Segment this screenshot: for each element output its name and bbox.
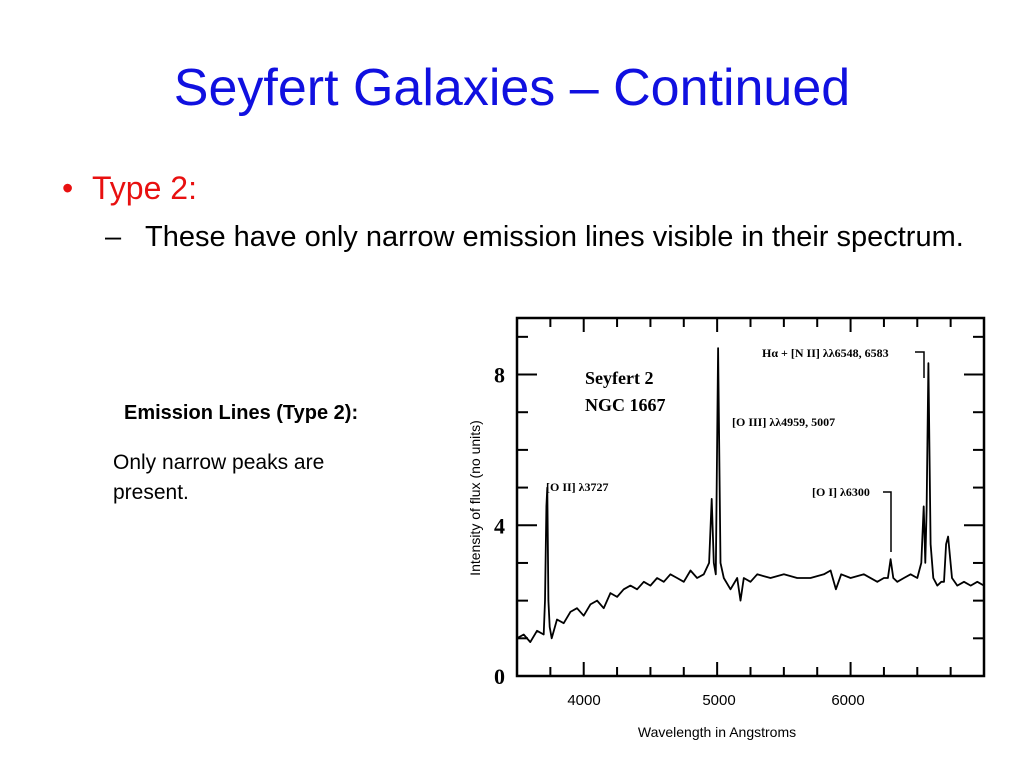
bullet-text: Type 2: xyxy=(92,170,197,206)
sub-bullet: – These have only narrow emission lines … xyxy=(105,220,965,255)
bullet-type-2: • Type 2: xyxy=(62,170,197,207)
annotation-halpha: Hα + [N II] λλ6548, 6583 xyxy=(762,346,889,360)
annotation-oi-leader xyxy=(883,491,892,552)
annotation-oii: [O II] λ3727 xyxy=(546,480,609,494)
spectrum-line xyxy=(516,347,985,643)
y-axis-label: Intensity of flux (no units) xyxy=(467,420,483,576)
y-tick-label: 4 xyxy=(494,513,505,538)
annotation-oiii: [O III] λλ4959, 5007 xyxy=(732,415,835,429)
bullet-marker: • xyxy=(62,170,74,206)
emission-lines-description: Only narrow peaks are present. xyxy=(113,451,325,504)
y-tick-label: 0 xyxy=(494,664,505,689)
x-tick-label: 5000 xyxy=(702,692,736,709)
y-tick-label: 8 xyxy=(494,363,505,388)
figure-object-label: Seyfert 2 xyxy=(585,368,653,388)
x-axis-label: Wavelength in Angstroms xyxy=(637,724,797,740)
x-tick-label: 6000 xyxy=(831,692,865,709)
annotation-oi: [O I] λ6300 xyxy=(812,485,870,499)
sub-bullet-marker: – xyxy=(105,221,122,253)
emission-lines-title: Emission Lines (Type 2): xyxy=(124,402,359,424)
x-tick-label: 4000 xyxy=(567,692,601,709)
slide-title: Seyfert Galaxies – Continued xyxy=(173,59,851,117)
figure-galaxy-label: NGC 1667 xyxy=(585,395,666,415)
annotation-halpha-leader xyxy=(915,351,925,378)
sub-bullet-text: These have only narrow emission lines vi… xyxy=(145,221,964,253)
